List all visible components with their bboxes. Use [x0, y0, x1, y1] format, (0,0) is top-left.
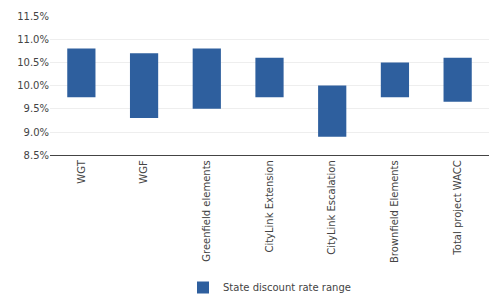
svg-text:CityLink Escalation: CityLink Escalation: [326, 160, 337, 254]
svg-text:Greenfield elements: Greenfield elements: [201, 160, 212, 261]
svg-text:11.0%: 11.0%: [17, 34, 49, 45]
svg-text:CityLink Extension: CityLink Extension: [264, 160, 275, 252]
svg-text:Total project WACC: Total project WACC: [452, 160, 463, 255]
svg-text:8.5%: 8.5%: [24, 150, 49, 161]
svg-text:11.5%: 11.5%: [17, 11, 49, 22]
svg-text:WGT: WGT: [76, 159, 87, 183]
svg-text:WGF: WGF: [138, 160, 149, 184]
svg-text:9.5%: 9.5%: [24, 103, 49, 114]
svg-text:10.0%: 10.0%: [17, 80, 49, 91]
svg-text:State discount rate range: State discount rate range: [223, 282, 351, 293]
svg-text:9.0%: 9.0%: [24, 127, 49, 138]
svg-text:Brownfield Elements: Brownfield Elements: [389, 160, 400, 263]
svg-text:10.5%: 10.5%: [17, 57, 49, 68]
